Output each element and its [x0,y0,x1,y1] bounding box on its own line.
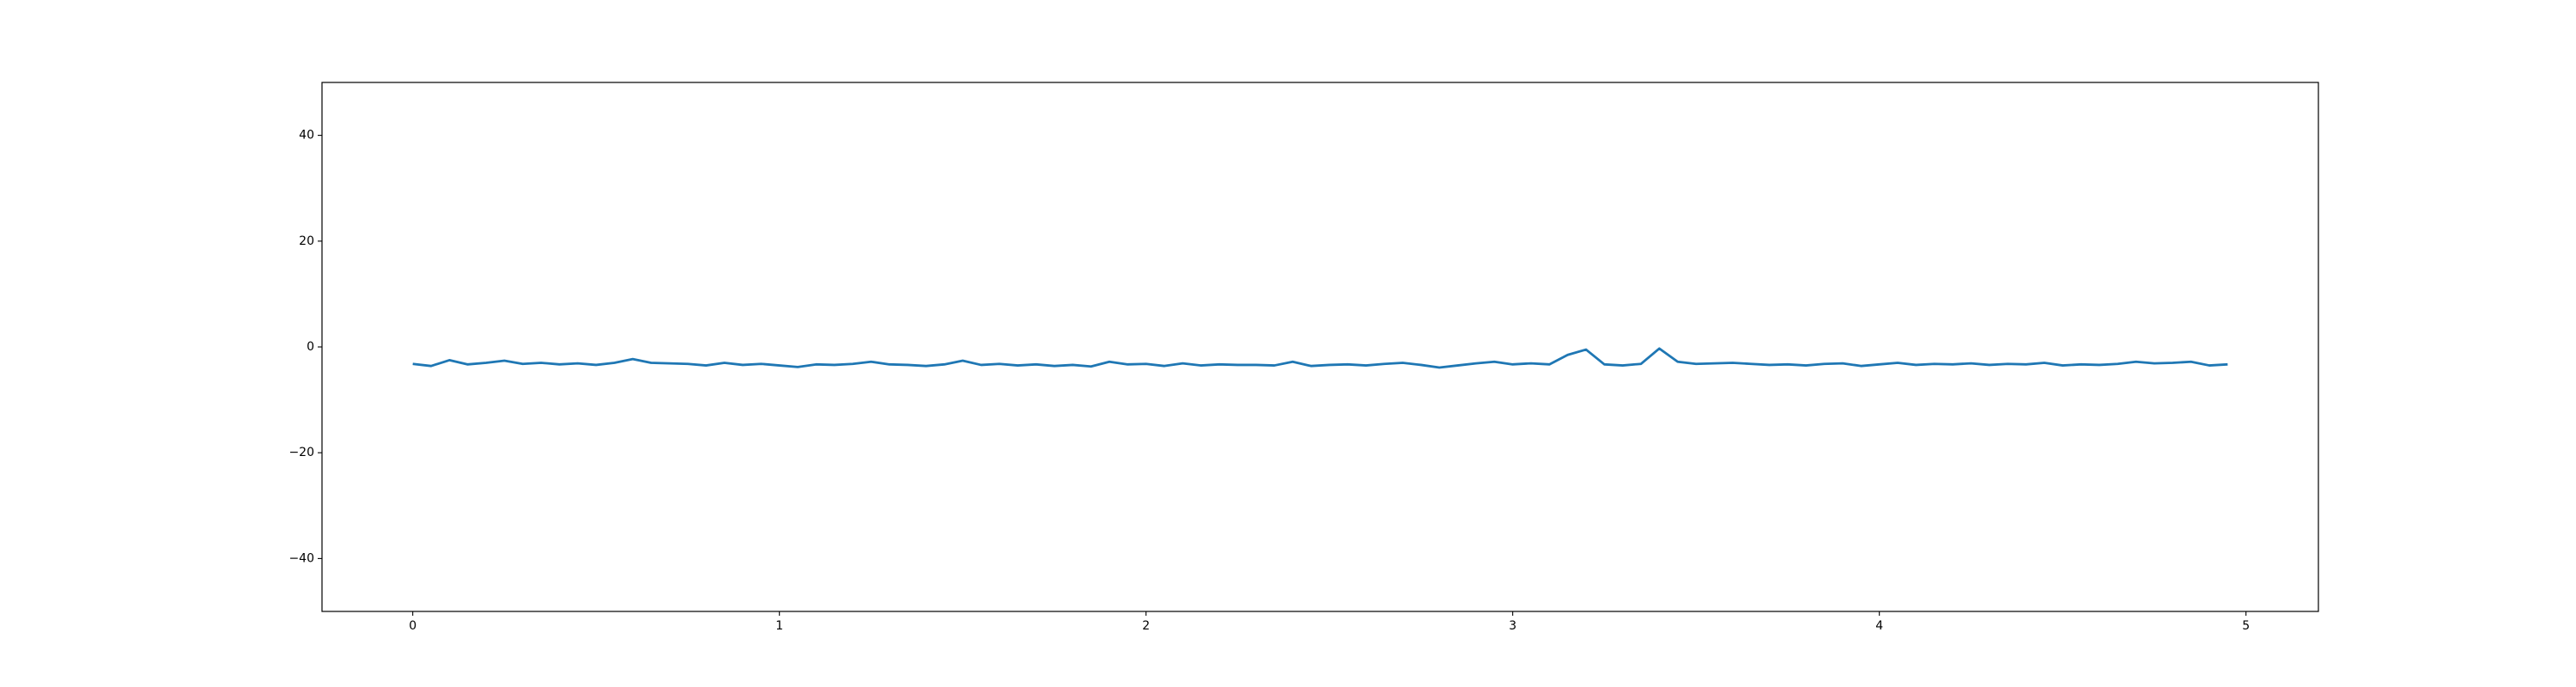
line-series [412,347,2228,369]
x-tick-label: 1 [775,619,783,633]
x-tick-label: 3 [1509,619,1516,633]
x-tick-label: 4 [1875,619,1883,633]
x-tick-label: 0 [409,619,416,633]
x-tick-label: 5 [2242,619,2250,633]
y-tick-label: 0 [307,340,314,354]
y-tick-label: −40 [289,551,314,565]
x-tick-label: 2 [1142,619,1150,633]
y-tick-label: 40 [299,129,314,143]
y-tick-label: −20 [289,446,314,459]
axes-frame [321,82,2319,612]
y-tick-label: 20 [299,234,314,248]
